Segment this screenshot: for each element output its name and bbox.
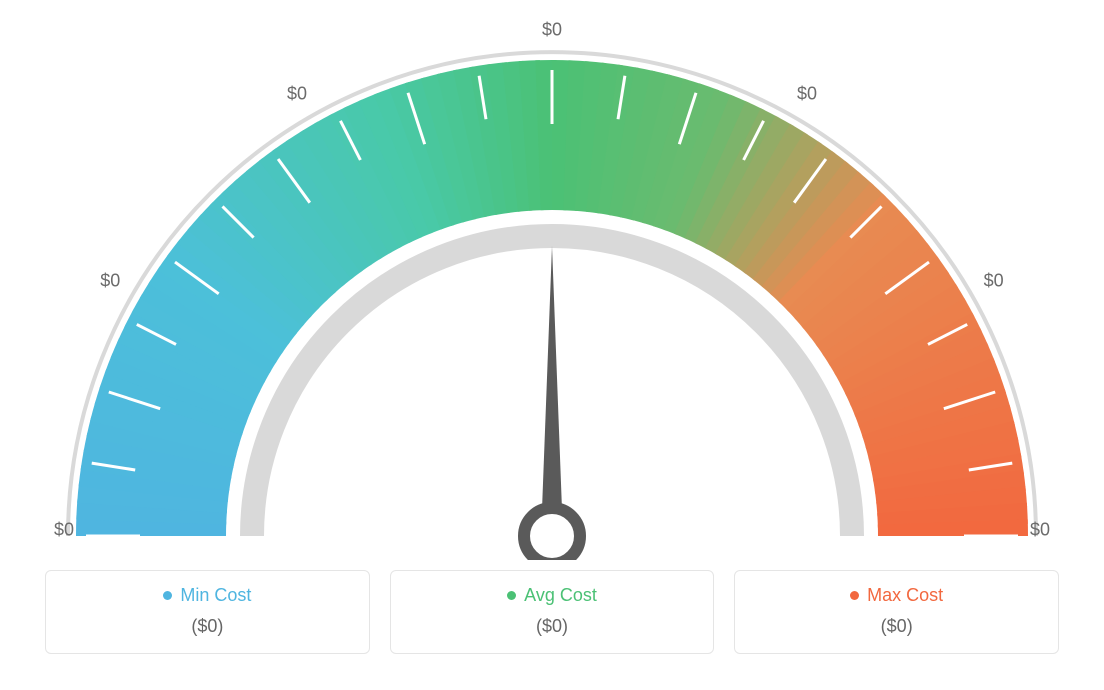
gauge-svg bbox=[40, 20, 1064, 560]
legend-card: Avg Cost ($0) bbox=[390, 570, 715, 654]
gauge-needle bbox=[541, 246, 563, 536]
gauge-scale-label: $0 bbox=[984, 271, 1004, 292]
gauge-pivot bbox=[524, 508, 580, 560]
legend-dot-icon bbox=[163, 591, 172, 600]
legend-row: Min Cost ($0) Avg Cost ($0) Max Cost ($0) bbox=[40, 570, 1064, 654]
legend-value: ($0) bbox=[56, 616, 359, 637]
legend-value: ($0) bbox=[401, 616, 704, 637]
legend-dot-icon bbox=[850, 591, 859, 600]
gauge-scale-label: $0 bbox=[797, 84, 817, 105]
legend-title: Avg Cost bbox=[507, 585, 597, 606]
gauge-chart: $0 $0 $0 $0 $0 $0 $0 bbox=[40, 20, 1064, 560]
legend-value: ($0) bbox=[745, 616, 1048, 637]
legend-card: Max Cost ($0) bbox=[734, 570, 1059, 654]
gauge-scale-label: $0 bbox=[287, 84, 307, 105]
gauge-scale-label: $0 bbox=[54, 520, 74, 541]
legend-title: Max Cost bbox=[850, 585, 943, 606]
legend-title: Min Cost bbox=[163, 585, 251, 606]
legend-title-text: Min Cost bbox=[180, 585, 251, 606]
gauge-scale-label: $0 bbox=[1030, 520, 1050, 541]
legend-title-text: Max Cost bbox=[867, 585, 943, 606]
gauge-scale-label: $0 bbox=[100, 271, 120, 292]
legend-card: Min Cost ($0) bbox=[45, 570, 370, 654]
legend-title-text: Avg Cost bbox=[524, 585, 597, 606]
gauge-scale-label: $0 bbox=[542, 20, 562, 41]
gauge-cost-widget: $0$0$0$0$0$0$0 Min Cost($0)Avg Cost($0)M… bbox=[0, 0, 1104, 690]
legend-dot-icon bbox=[507, 591, 516, 600]
